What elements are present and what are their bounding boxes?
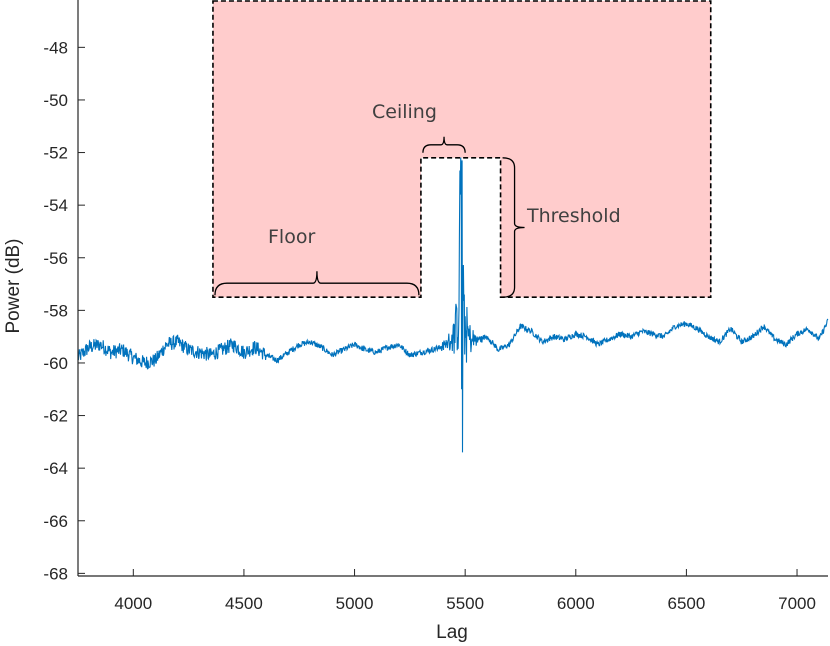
- axes: 4000 4500 5000 5500 6000 6500 7000 -48 -50 -52 -54…: [43, 0, 828, 613]
- series-line: [77, 157, 829, 453]
- annotation-ceiling: Ceiling: [372, 101, 437, 123]
- x-tick-label: 6000: [557, 594, 595, 613]
- x-axis-label: Lag: [436, 622, 468, 643]
- y-axis-label: Power (dB): [3, 238, 24, 333]
- x-tick-label: 7000: [778, 594, 816, 613]
- y-tick-label: -50: [43, 91, 68, 110]
- y-tick-label: -68: [43, 564, 68, 583]
- y-tick-label: -56: [43, 249, 68, 268]
- threshold-brace: [502, 157, 525, 298]
- x-tick-label: 6500: [667, 594, 705, 613]
- plot-area: [77, 0, 829, 453]
- y-tick-label: -62: [43, 407, 68, 426]
- mask-region: [212, 0, 712, 299]
- x-tick-label: 4000: [114, 594, 152, 613]
- x-tick-label: 4500: [225, 594, 263, 613]
- y-tick-label: -60: [43, 354, 68, 373]
- annotation-floor: Floor: [268, 226, 315, 248]
- x-tick-label: 5500: [446, 594, 484, 613]
- y-tick-label: -52: [43, 144, 68, 163]
- y-tick-label: -54: [43, 196, 68, 215]
- y-tick-label: -66: [43, 512, 68, 531]
- x-tick-label: 5000: [336, 594, 374, 613]
- y-tick-label: -48: [43, 38, 68, 57]
- y-tick-label: -64: [43, 459, 68, 478]
- annotation-threshold: Threshold: [526, 205, 621, 227]
- y-tick-label: -58: [43, 301, 68, 320]
- annotations: Ceiling Floor Threshold: [214, 101, 621, 298]
